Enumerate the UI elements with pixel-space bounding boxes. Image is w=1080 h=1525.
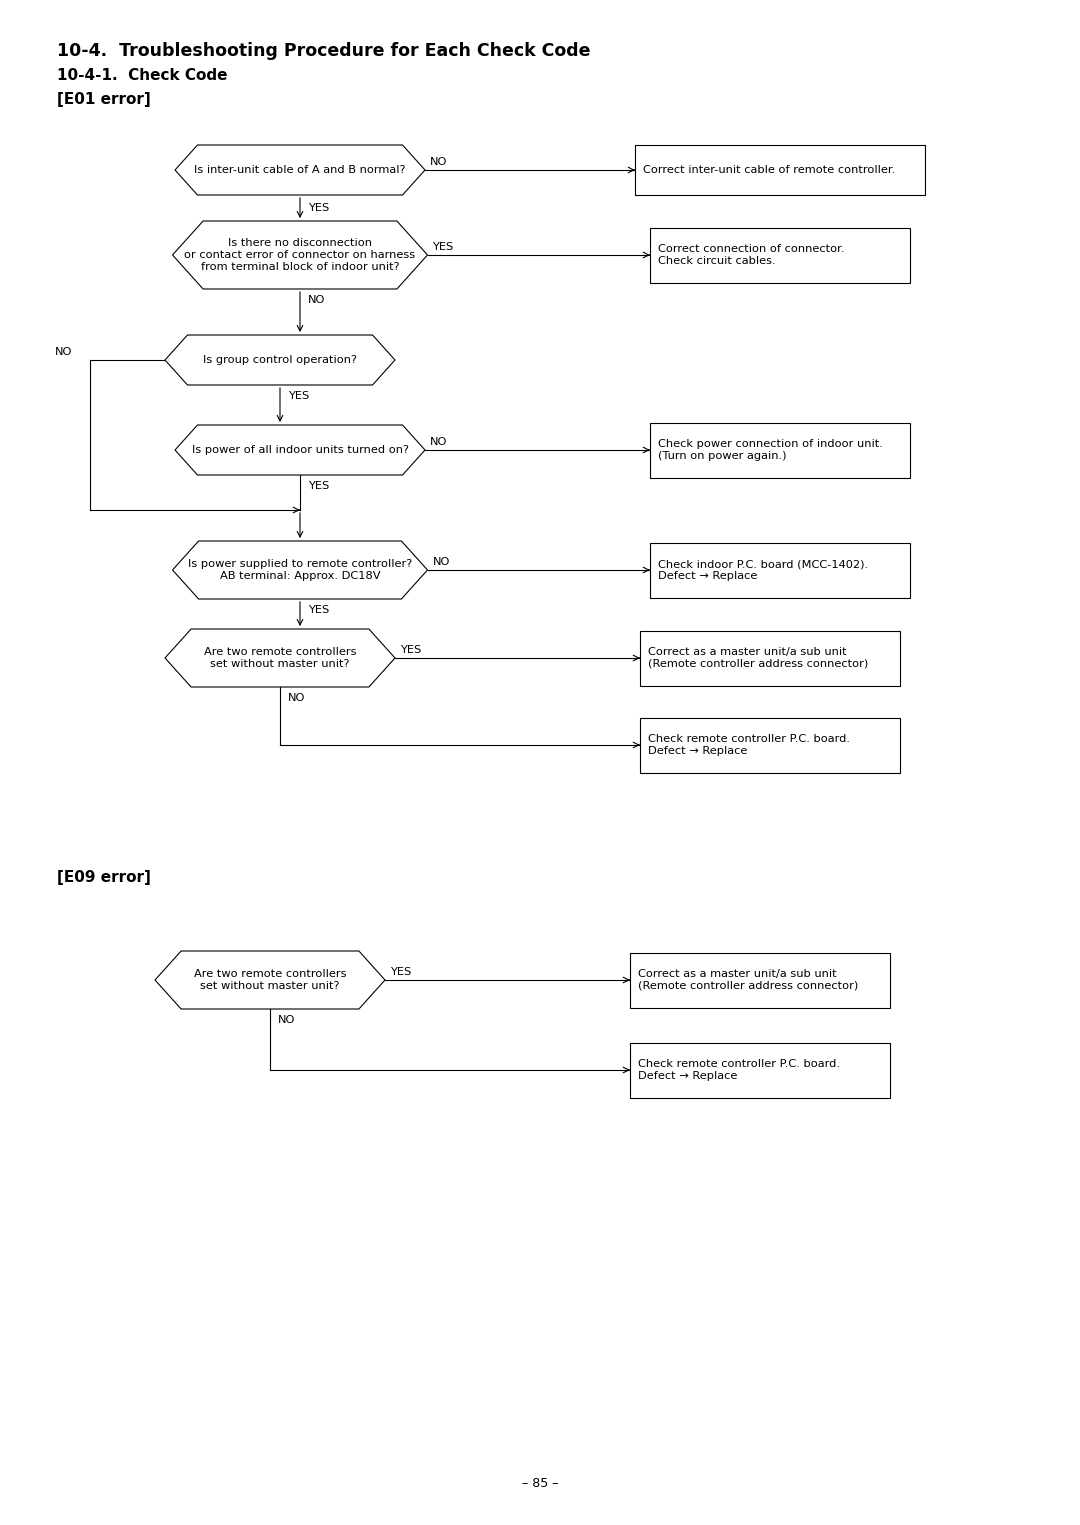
Polygon shape	[165, 628, 395, 686]
Text: NO: NO	[288, 692, 306, 703]
Text: NO: NO	[278, 1016, 295, 1025]
Text: Is there no disconnection
or contact error of connector on harness
from terminal: Is there no disconnection or contact err…	[185, 238, 416, 271]
Text: Correct as a master unit/a sub unit
(Remote controller address connector): Correct as a master unit/a sub unit (Rem…	[638, 970, 859, 991]
Bar	[650, 227, 910, 282]
Text: 10-4-1.  Check Code: 10-4-1. Check Code	[57, 69, 228, 82]
Text: Correct as a master unit/a sub unit
(Remote controller address connector): Correct as a master unit/a sub unit (Rem…	[648, 647, 868, 669]
Text: Are two remote controllers
set without master unit?: Are two remote controllers set without m…	[193, 970, 347, 991]
Text: 10-4.  Troubleshooting Procedure for Each Check Code: 10-4. Troubleshooting Procedure for Each…	[57, 43, 591, 59]
Text: Is inter-unit cable of A and B normal?: Is inter-unit cable of A and B normal?	[194, 165, 406, 175]
Bar	[650, 422, 910, 477]
Text: YES: YES	[308, 605, 329, 615]
Text: – 85 –: – 85 –	[522, 1478, 558, 1490]
Text: YES: YES	[432, 242, 454, 252]
Text: YES: YES	[390, 967, 411, 978]
Text: NO: NO	[55, 348, 72, 357]
Text: NO: NO	[432, 557, 450, 567]
Polygon shape	[175, 145, 426, 195]
Bar	[640, 717, 900, 773]
Text: Correct inter-unit cable of remote controller.: Correct inter-unit cable of remote contr…	[643, 165, 895, 175]
Bar	[635, 145, 924, 195]
Polygon shape	[173, 221, 428, 290]
Bar	[630, 953, 890, 1008]
Text: YES: YES	[288, 390, 309, 401]
Text: Is group control operation?: Is group control operation?	[203, 355, 357, 364]
Text: [E01 error]: [E01 error]	[57, 92, 151, 107]
Polygon shape	[156, 952, 384, 1010]
Text: Check remote controller P.C. board.
Defect → Replace: Check remote controller P.C. board. Defe…	[638, 1060, 840, 1081]
Text: Check indoor P.C. board (MCC-1402).
Defect → Replace: Check indoor P.C. board (MCC-1402). Defe…	[658, 560, 868, 581]
Bar	[640, 630, 900, 686]
Text: NO: NO	[430, 157, 447, 168]
Text: YES: YES	[308, 203, 329, 214]
Text: YES: YES	[308, 480, 329, 491]
Text: NO: NO	[430, 438, 447, 447]
Text: Check remote controller P.C. board.
Defect → Replace: Check remote controller P.C. board. Defe…	[648, 734, 850, 756]
Text: Are two remote controllers
set without master unit?: Are two remote controllers set without m…	[204, 647, 356, 669]
Text: Is power supplied to remote controller?
AB terminal: Approx. DC18V: Is power supplied to remote controller? …	[188, 560, 413, 581]
Polygon shape	[165, 336, 395, 384]
Bar	[630, 1043, 890, 1098]
Polygon shape	[175, 425, 426, 474]
Text: Is power of all indoor units turned on?: Is power of all indoor units turned on?	[191, 445, 408, 454]
Text: [E09 error]: [E09 error]	[57, 869, 151, 884]
Text: NO: NO	[308, 294, 325, 305]
Text: Correct connection of connector.
Check circuit cables.: Correct connection of connector. Check c…	[658, 244, 845, 265]
Text: YES: YES	[400, 645, 421, 656]
Bar	[650, 543, 910, 598]
Text: Check power connection of indoor unit.
(Turn on power again.): Check power connection of indoor unit. (…	[658, 439, 882, 461]
Polygon shape	[173, 541, 428, 599]
